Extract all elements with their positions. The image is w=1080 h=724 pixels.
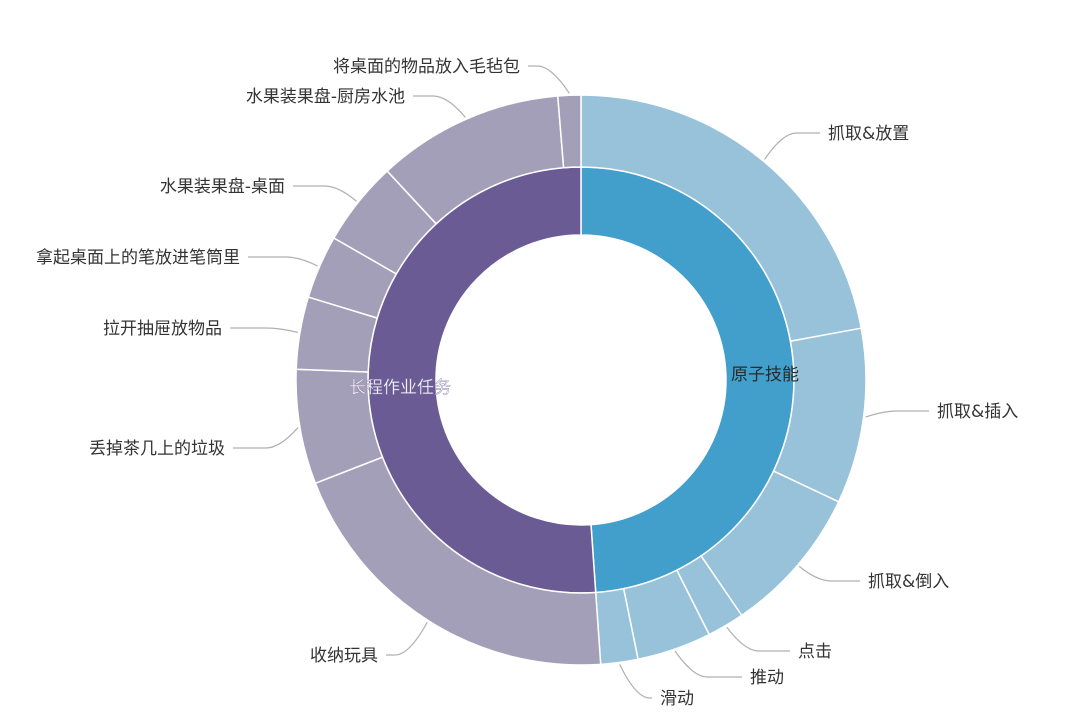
- category-label: 原子技能: [731, 365, 799, 385]
- leader-line: [293, 185, 357, 202]
- slice-label: 抓取&放置: [828, 124, 909, 144]
- leader-line: [764, 132, 820, 160]
- leader-line: [619, 664, 652, 699]
- slice-label: 推动: [750, 668, 784, 688]
- leader-line: [865, 410, 929, 418]
- slice-label: 水果装果盘-厨房水池: [246, 87, 405, 107]
- slice-label: 水果装果盘-桌面: [160, 177, 285, 197]
- leader-line: [233, 427, 299, 449]
- slice-label: 丢掉茶几上的垃圾: [89, 439, 225, 459]
- outer-slice[interactable]: [556, 94, 582, 169]
- leader-line: [230, 327, 299, 334]
- slice-label: 点击: [798, 642, 832, 662]
- slice-label: 抓取&插入: [937, 402, 1018, 422]
- leader-line: [528, 65, 570, 94]
- category-label: 长程作业任务: [349, 378, 451, 398]
- slice-label: 将桌面的物品放入毛毡包: [333, 57, 520, 77]
- leader-line: [674, 650, 742, 678]
- leader-line: [726, 626, 790, 652]
- slice-label: 收纳玩具: [310, 646, 378, 666]
- slice-label: 拉开抽屉放物品: [103, 319, 222, 339]
- slice-label: 拿起桌面上的笔放进笔筒里: [36, 247, 240, 268]
- leader-line: [798, 565, 860, 582]
- leader-line: [248, 256, 318, 267]
- slice-label: 滑动: [660, 689, 694, 709]
- leader-line: [413, 95, 466, 118]
- leader-line: [386, 622, 428, 656]
- slice-label: 抓取&倒入: [868, 572, 949, 592]
